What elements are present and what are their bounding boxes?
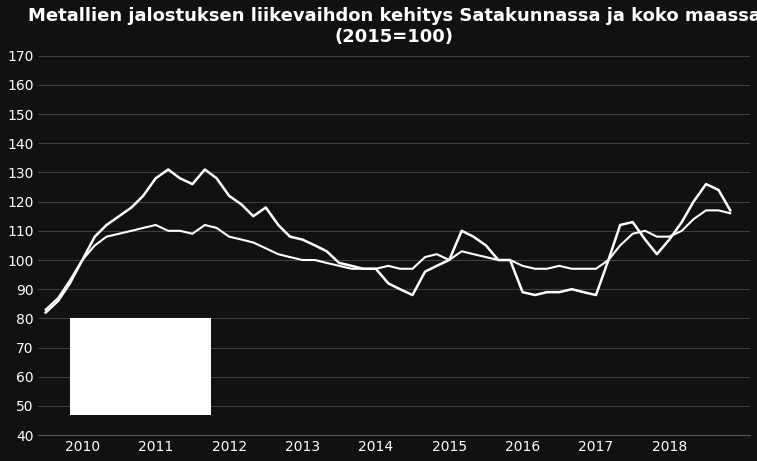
Title: Metallien jalostuksen liikevaihdon kehitys Satakunnassa ja koko maassa
(2015=100: Metallien jalostuksen liikevaihdon kehit… [28, 7, 757, 46]
Bar [70, 319, 210, 415]
